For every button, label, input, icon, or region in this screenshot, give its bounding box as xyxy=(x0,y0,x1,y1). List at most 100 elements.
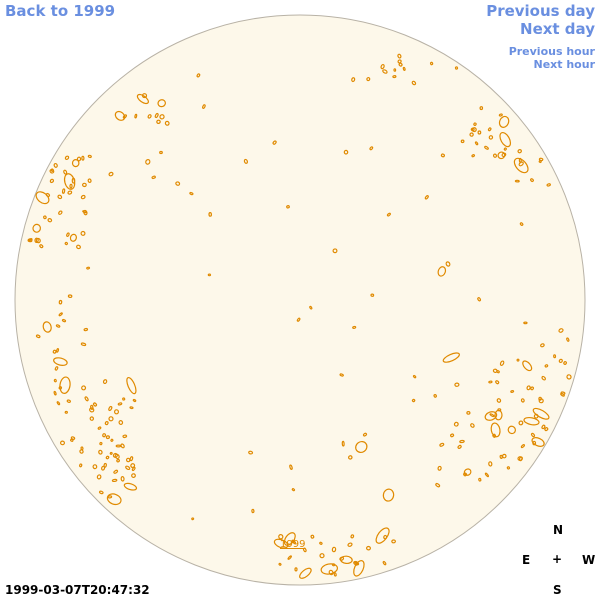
contour-blob xyxy=(92,402,98,407)
contour-blob xyxy=(39,244,44,249)
contour-blob xyxy=(98,449,103,455)
next-day-link[interactable]: Next day xyxy=(520,20,595,38)
contour-blob xyxy=(496,398,502,403)
contour-blob xyxy=(502,453,507,459)
contour-blob xyxy=(353,560,365,577)
contour-blob xyxy=(278,534,284,540)
contour-blob xyxy=(202,104,206,109)
contour-blob xyxy=(499,454,503,459)
contour-blob xyxy=(454,382,460,387)
contour-blob xyxy=(129,456,134,462)
contour-blob xyxy=(90,404,94,410)
contour-blob xyxy=(348,455,353,460)
contour-blob xyxy=(353,561,358,566)
contour-blob xyxy=(131,466,136,472)
contour-blob xyxy=(175,181,181,186)
contour-blob xyxy=(522,360,533,372)
contour-blob xyxy=(439,442,445,447)
contour-blob xyxy=(541,424,546,430)
contour-blob xyxy=(61,318,67,323)
contour-blob xyxy=(463,468,472,476)
contour-blob xyxy=(487,127,492,132)
previous-day-link[interactable]: Previous day xyxy=(486,2,595,20)
contour-blob xyxy=(27,238,33,242)
contour-blob xyxy=(362,432,368,437)
contour-blob xyxy=(498,115,510,128)
contour-blob xyxy=(484,472,489,478)
contour-blob xyxy=(366,77,371,82)
contour-blob xyxy=(411,80,417,86)
contour-blob xyxy=(55,348,60,353)
contour-blob xyxy=(157,99,166,108)
contour-blob xyxy=(49,178,55,184)
contour-blob xyxy=(34,237,39,243)
contour-blob xyxy=(341,440,345,447)
contour-blob xyxy=(563,361,567,365)
contour-blob xyxy=(473,122,477,126)
back-to-year-link[interactable]: Back to 1999 xyxy=(5,2,116,20)
contour-blob xyxy=(251,508,255,514)
contour-blob xyxy=(66,399,71,403)
contour-blob xyxy=(145,159,151,165)
contour-layer xyxy=(27,53,572,579)
contour-blob xyxy=(532,440,537,446)
contour-blob xyxy=(98,490,104,495)
contour-blob xyxy=(442,352,460,363)
contour-blob xyxy=(113,469,119,474)
contour-blob xyxy=(517,456,523,461)
contour-blob xyxy=(76,244,81,250)
contour-blob xyxy=(519,222,524,226)
contour-blob xyxy=(520,444,526,449)
contour-blob xyxy=(105,455,110,460)
contour-blob xyxy=(81,155,85,161)
contour-blob xyxy=(351,77,356,83)
contour-blob xyxy=(507,425,516,435)
contour-blob xyxy=(319,541,323,545)
contour-blob xyxy=(310,534,315,539)
contour-blob xyxy=(159,150,163,155)
contour-blob xyxy=(510,390,515,393)
contour-blob xyxy=(291,488,296,492)
contour-blob xyxy=(105,435,110,440)
compass-south: S xyxy=(553,583,562,597)
contour-blob xyxy=(54,366,59,371)
contour-blob xyxy=(437,266,447,277)
contour-blob xyxy=(386,212,391,217)
previous-hour-link[interactable]: Previous hour xyxy=(508,45,595,58)
contour-blob xyxy=(273,538,289,549)
year-link[interactable]: 1999 xyxy=(280,539,306,550)
contour-blob xyxy=(433,394,437,398)
contour-blob xyxy=(35,191,50,205)
contour-blob xyxy=(440,153,445,158)
contour-blob xyxy=(296,317,301,322)
contour-blob xyxy=(340,555,353,565)
contour-blob xyxy=(489,413,495,418)
contour-blob xyxy=(488,461,493,467)
contour-blob xyxy=(429,61,434,66)
contour-blob xyxy=(328,569,334,576)
contour-blob xyxy=(477,130,482,135)
contour-blob xyxy=(132,398,137,403)
contour-blob xyxy=(453,421,459,427)
contour-blob xyxy=(123,482,138,491)
contour-blob xyxy=(156,119,161,125)
contour-blob xyxy=(532,407,550,420)
timestamp-label: 1999-03-07T20:47:32 xyxy=(5,583,150,597)
contour-blob xyxy=(207,273,212,277)
contour-blob xyxy=(477,297,481,302)
contour-blob xyxy=(70,436,76,440)
contour-blob xyxy=(466,411,471,415)
contour-blob xyxy=(412,374,417,379)
contour-blob xyxy=(84,396,89,402)
contour-blob xyxy=(89,416,95,421)
contour-blob xyxy=(113,409,120,415)
contour-blob xyxy=(506,466,511,470)
next-hour-link[interactable]: Next hour xyxy=(533,58,596,71)
contour-blob xyxy=(454,66,459,70)
contour-blob xyxy=(35,334,41,339)
contour-blob xyxy=(272,140,277,145)
contour-blob xyxy=(208,212,213,217)
contour-blob xyxy=(289,464,293,470)
contour-blob xyxy=(498,113,503,117)
contour-blob xyxy=(125,457,131,463)
